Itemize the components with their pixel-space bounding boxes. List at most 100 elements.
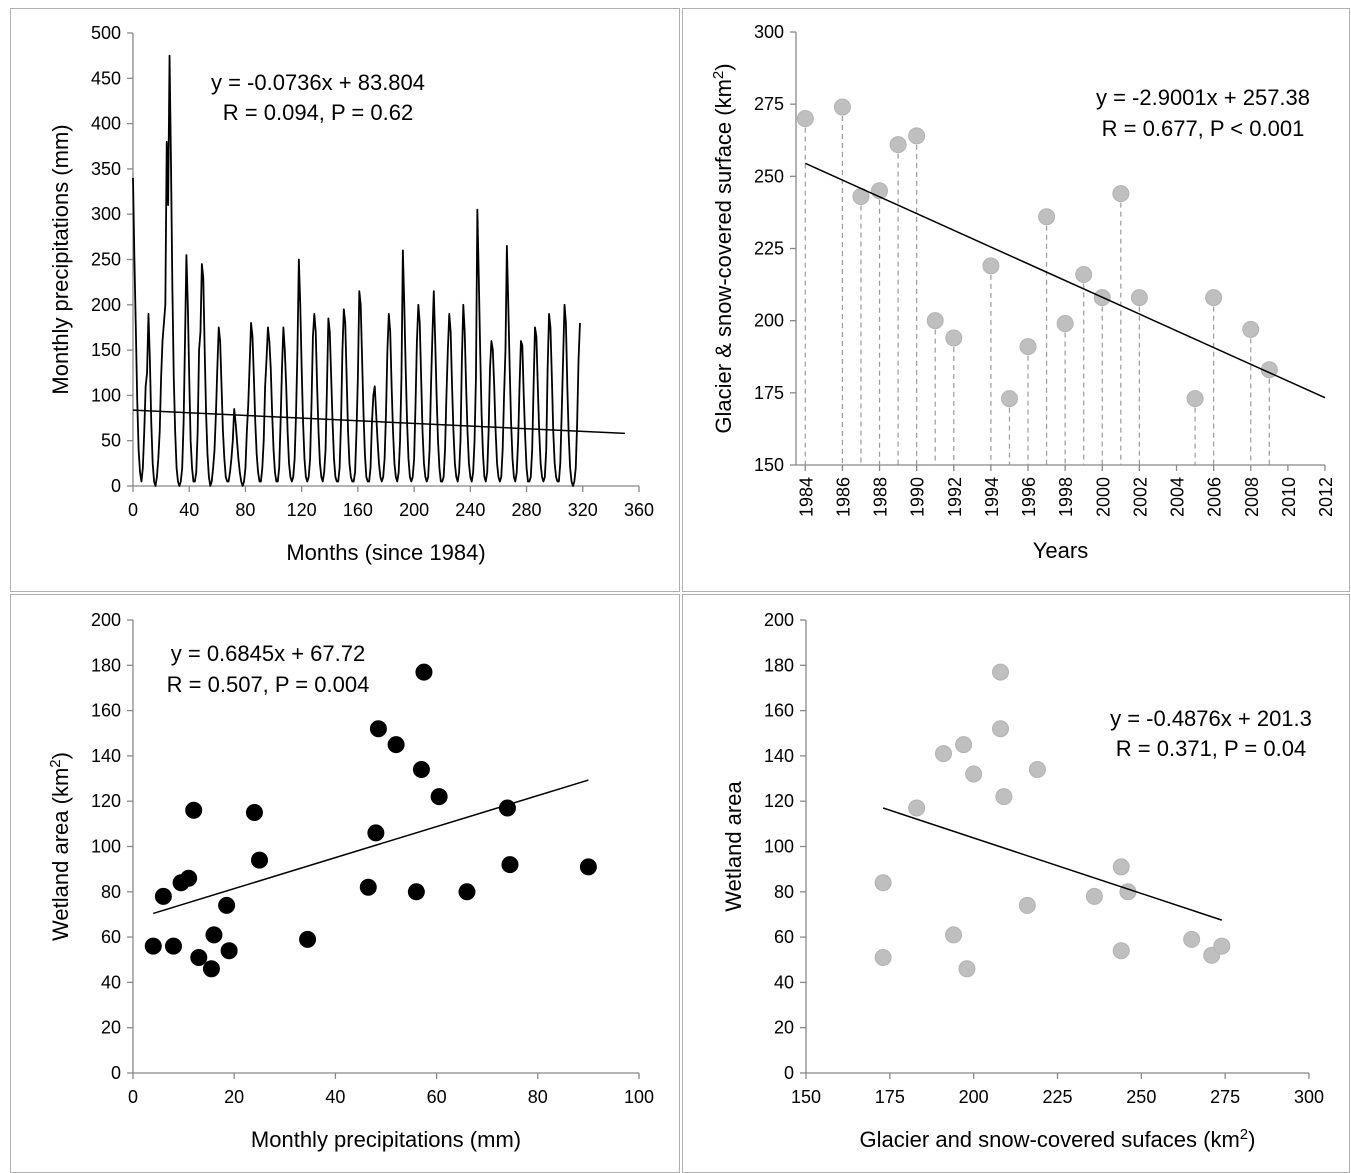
y-tick-label: 40 <box>774 972 794 992</box>
data-point <box>1213 937 1231 955</box>
data-point <box>205 926 223 944</box>
data-point <box>218 896 236 914</box>
glacier-surface-panel <box>682 8 1350 592</box>
regression-statistics: R = 0.677, P < 0.001 <box>1102 116 1305 141</box>
data-point <box>359 878 377 896</box>
regression-equation: y = -0.4876x + 201.3 <box>1110 706 1312 731</box>
data-point <box>185 801 203 819</box>
data-point <box>144 937 162 955</box>
data-point <box>412 760 430 778</box>
y-tick-label: 60 <box>101 927 121 947</box>
data-point <box>1130 289 1148 307</box>
x-tick-label: 160 <box>343 500 373 520</box>
y-tick-label: 140 <box>91 746 121 766</box>
data-point <box>874 874 892 892</box>
data-point <box>1112 185 1130 203</box>
y-tick-label: 40 <box>101 972 121 992</box>
data-point <box>154 887 172 905</box>
data-point <box>1019 338 1037 356</box>
x-tick-label: 120 <box>287 500 317 520</box>
y-tick-label: 225 <box>754 239 784 259</box>
data-point <box>202 960 220 978</box>
x-tick-label: 280 <box>512 500 542 520</box>
y-tick-label: 0 <box>111 1063 121 1083</box>
data-point <box>1183 930 1201 948</box>
data-point <box>955 736 973 754</box>
x-tick-label: 1990 <box>908 477 928 517</box>
y-tick-label: 100 <box>91 837 121 857</box>
x-tick-label: 1994 <box>982 477 1002 517</box>
x-tick-label: 320 <box>568 500 598 520</box>
data-point <box>1186 390 1204 408</box>
x-tick-label: 1996 <box>1019 477 1039 517</box>
regression-equation: y = 0.6845x + 67.72 <box>171 641 366 666</box>
x-axis-label: Monthly precipitations (mm) <box>251 1127 521 1152</box>
data-point <box>190 948 208 966</box>
data-point <box>995 788 1013 806</box>
y-tick-label: 175 <box>754 383 784 403</box>
data-point <box>415 663 433 681</box>
data-point <box>407 883 425 901</box>
y-tick-label: 150 <box>754 455 784 475</box>
y-tick-label: 250 <box>91 250 121 270</box>
data-point <box>430 788 448 806</box>
x-tick-label: 40 <box>179 500 199 520</box>
y-tick-label: 80 <box>101 882 121 902</box>
x-tick-label: 360 <box>624 500 654 520</box>
data-point <box>1000 390 1018 408</box>
data-point <box>579 858 597 876</box>
x-tick-label: 150 <box>791 1087 821 1107</box>
y-tick-label: 20 <box>101 1018 121 1038</box>
data-point <box>833 98 851 116</box>
x-tick-label: 1986 <box>833 477 853 517</box>
x-axis-label: Glacier and snow-covered sufaces (km2) <box>860 1126 1256 1153</box>
y-tick-label: 100 <box>91 385 121 405</box>
data-point <box>926 312 944 330</box>
y-axis-label: Wetland area <box>721 781 746 912</box>
data-point <box>965 765 983 783</box>
data-point <box>908 799 926 817</box>
y-tick-label: 160 <box>91 701 121 721</box>
data-point <box>889 136 907 154</box>
data-point <box>369 720 387 738</box>
y-tick-label: 300 <box>91 204 121 224</box>
x-tick-label: 240 <box>455 500 485 520</box>
data-point <box>1075 265 1093 283</box>
data-point <box>251 851 268 869</box>
x-tick-label: 2010 <box>1279 477 1299 517</box>
data-point <box>387 736 405 754</box>
precipitation-series-line <box>132 54 581 487</box>
x-tick-label: 1988 <box>871 477 891 517</box>
x-tick-label: 40 <box>325 1087 345 1107</box>
x-tick-label: 1984 <box>796 477 816 517</box>
y-axis-label: Glacier & snow-covered surface (km2) <box>710 63 737 433</box>
x-tick-label: 20 <box>224 1087 244 1107</box>
regression-statistics: R = 0.507, P = 0.004 <box>167 672 370 697</box>
data-point <box>220 942 238 960</box>
y-tick-label: 350 <box>91 159 121 179</box>
data-point <box>367 824 385 842</box>
y-tick-label: 160 <box>764 701 794 721</box>
x-tick-label: 175 <box>875 1087 905 1107</box>
trend-line <box>132 409 625 435</box>
regression-statistics: R = 0.094, P = 0.62 <box>223 100 413 125</box>
y-tick-label: 50 <box>101 431 121 451</box>
y-tick-label: 400 <box>91 114 121 134</box>
chart-4: 0 20 40 60 80 100 120 140 160 180 200 150 175 200 225 2… <box>721 610 1324 1152</box>
x-tick-label: 1998 <box>1056 477 1076 517</box>
x-tick-label: 2004 <box>1168 477 1188 517</box>
x-tick-label: 200 <box>959 1087 989 1107</box>
x-tick-label: 2000 <box>1093 477 1113 517</box>
data-point <box>1119 883 1137 901</box>
data-point <box>908 127 926 145</box>
data-point <box>958 960 976 978</box>
y-tick-label: 200 <box>764 610 794 630</box>
data-point <box>874 948 892 966</box>
x-tick-label: 2006 <box>1205 477 1225 517</box>
chart-1: 0 50 100 150 200 250 300 350 400 450 500 0 40 80 120 16… <box>48 23 654 565</box>
x-tick-label: 2008 <box>1242 477 1262 517</box>
data-point <box>1242 320 1260 338</box>
data-point <box>245 804 263 822</box>
y-tick-label: 500 <box>91 23 121 43</box>
y-tick-label: 20 <box>774 1018 794 1038</box>
